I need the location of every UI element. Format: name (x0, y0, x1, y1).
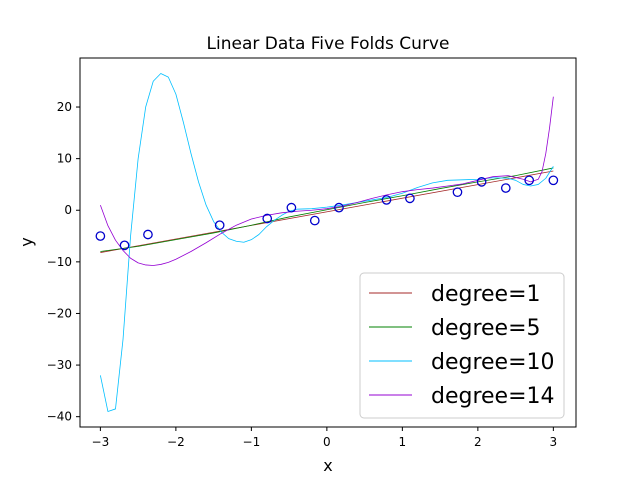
y-axis: −40 −30 −20 −10 0 10 20 (47, 100, 80, 424)
x-tick-label: 3 (550, 435, 558, 449)
legend: degree=1 degree=5 degree=10 degree=14 (359, 272, 565, 419)
legend-label: degree=14 (431, 384, 555, 409)
y-tick-label: −10 (47, 255, 72, 269)
data-point (286, 202, 297, 213)
legend-label: degree=5 (431, 316, 541, 341)
series-line-degree-14 (100, 96, 554, 266)
data-point (119, 240, 130, 251)
data-point (381, 195, 392, 205)
x-axis: −3 −2 −1 0 1 2 3 (92, 427, 558, 449)
data-point (452, 187, 463, 198)
data-point (262, 213, 273, 224)
y-tick-label: −40 (47, 410, 72, 424)
y-tick-label: −30 (47, 358, 72, 372)
x-tick-label: −3 (92, 435, 110, 449)
x-tick-label: 0 (323, 435, 331, 449)
y-tick-label: −20 (47, 306, 72, 320)
data-point (500, 183, 511, 193)
data-point (524, 175, 535, 186)
plot-frame (79, 57, 577, 428)
y-tick-label: 0 (64, 203, 72, 217)
y-axis-label: y (17, 237, 36, 246)
data-point (214, 220, 225, 231)
x-tick-label: −1 (243, 435, 261, 449)
x-tick-label: 2 (474, 435, 482, 449)
y-tick-label: 20 (57, 100, 72, 114)
x-tick-label: 1 (399, 435, 407, 449)
data-point (334, 202, 344, 213)
x-tick-label: −2 (167, 435, 185, 449)
data-point (309, 215, 320, 226)
data-point (476, 177, 487, 187)
plot-area (95, 73, 559, 412)
legend-label: degree=1 (431, 282, 541, 307)
data-point (405, 193, 415, 204)
data-point (143, 229, 153, 240)
x-axis-label: x (323, 456, 332, 475)
chart-title: Linear Data Five Folds Curve (207, 34, 450, 54)
legend-label: degree=10 (431, 350, 555, 375)
y-tick-label: 10 (57, 152, 72, 166)
data-point (95, 231, 106, 241)
legend-box (359, 272, 565, 419)
data-point (548, 175, 559, 186)
